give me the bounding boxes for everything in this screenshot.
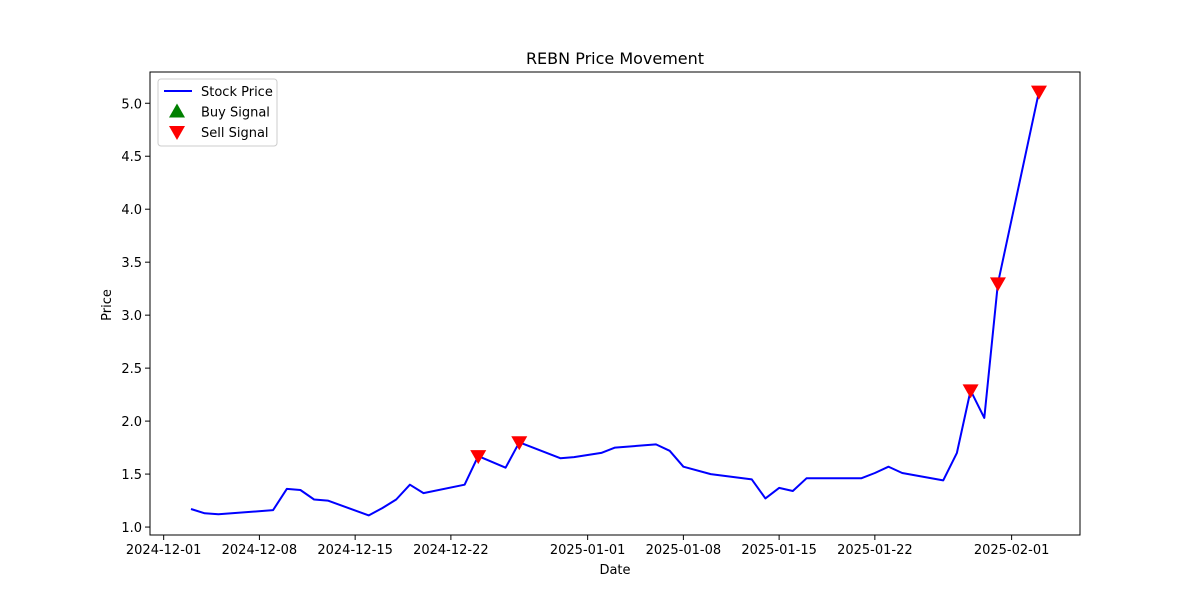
x-tick-label: 2025-01-08 [646,543,722,558]
sell-signal-marker [511,436,528,451]
plot-frame [149,71,1081,536]
legend-entry-label: Sell Signal [201,126,269,141]
y-axis: 1.0 1.5 2.0 2.5 3.0 3.5 4.0 4.5 5.0 [121,97,150,536]
x-tick-label: 2025-01-01 [550,543,626,558]
x-tick-label: 2025-01-22 [837,543,913,558]
legend-swatch-marker [169,103,185,118]
legend: Stock Price Buy Signal Sell Signal [157,78,278,147]
legend-entry-label: Stock Price [201,85,273,100]
y-tick-label: 2.0 [121,415,142,430]
plot-lines [190,91,1040,517]
y-axis-label: Price [100,289,115,321]
sell-signal-marker [470,450,487,465]
chart-title: REBN Price Movement [526,49,704,68]
plot-markers [470,85,1047,465]
x-tick-label: 2024-12-08 [222,543,298,558]
y-tick-label: 1.0 [121,521,142,536]
x-axis-label: Date [599,563,630,578]
x-axis: 2024-12-01 2024-12-08 2024-12-15 2024-12-22… [126,535,1050,558]
stock-price-line [190,91,1040,517]
y-tick-label: 3.0 [121,309,142,324]
legend-entry-label: Buy Signal [201,106,270,121]
x-tick-label: 2024-12-22 [413,543,489,558]
sell-signal-marker [989,277,1006,292]
x-tick-label: 2024-12-01 [126,543,202,558]
legend-box [157,78,278,147]
sell-signal-marker [1030,85,1047,100]
y-tick-label: 3.5 [121,256,142,271]
sell-signal-marker [962,384,979,399]
legend-swatch-marker [169,126,185,140]
y-tick-label: 1.5 [121,468,142,483]
y-tick-label: 2.5 [121,362,142,377]
y-tick-label: 5.0 [121,97,142,112]
y-tick-label: 4.0 [121,203,142,218]
x-tick-label: 2024-12-15 [317,543,393,558]
x-tick-label: 2025-02-01 [974,543,1050,558]
x-tick-label: 2025-01-15 [741,543,817,558]
y-tick-label: 4.5 [121,150,142,165]
